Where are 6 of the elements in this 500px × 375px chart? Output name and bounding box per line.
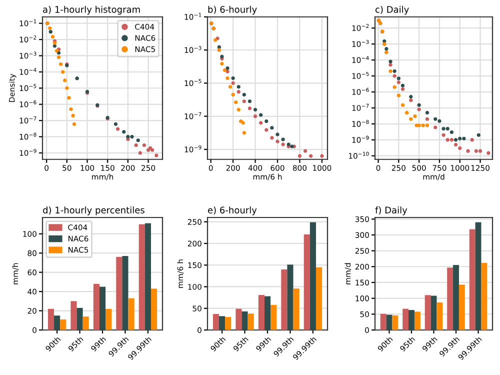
- chart-title: b) 6-hourly: [208, 6, 257, 15]
- chart-title: f) Daily: [375, 206, 408, 216]
- chart-title: e) 6-hourly: [208, 206, 257, 216]
- chart-title: d) 1-hourly percentiles: [43, 206, 144, 216]
- chart-title: c) Daily: [376, 6, 409, 15]
- chart-title: a) 1-hourly histogram: [43, 6, 140, 15]
